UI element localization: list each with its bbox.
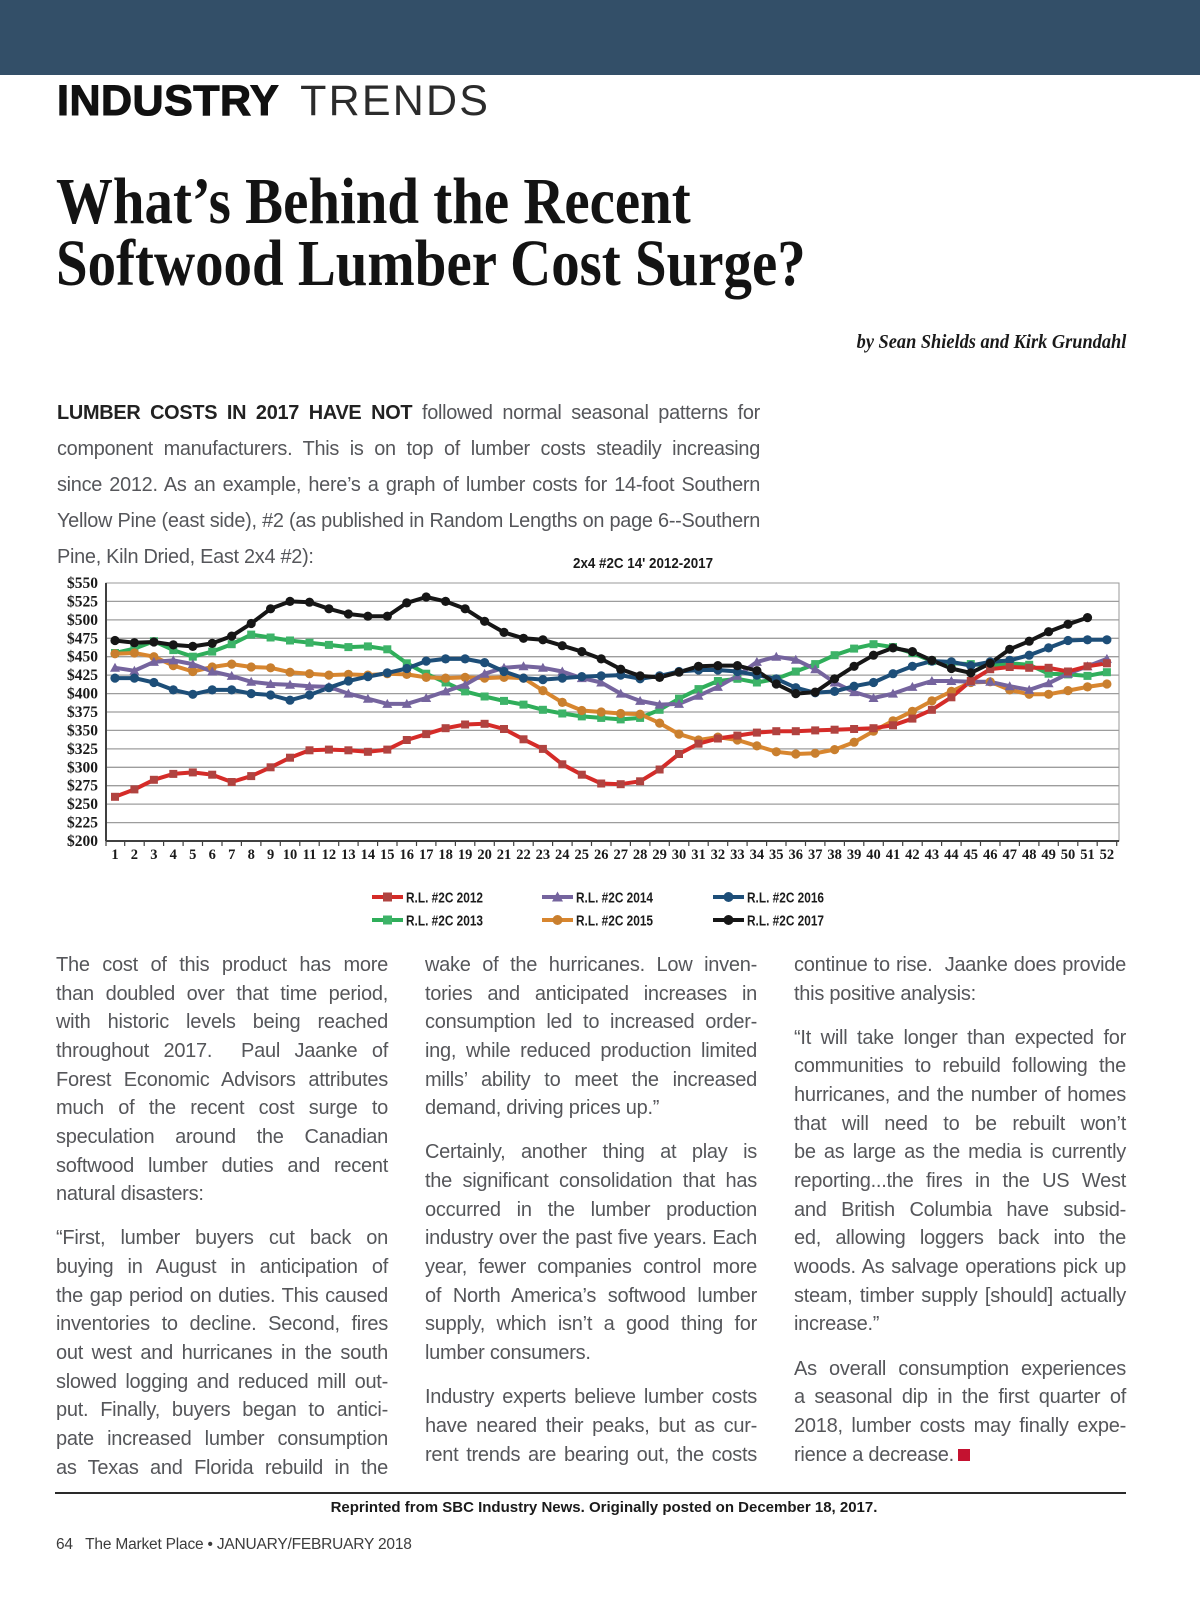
svg-text:$300: $300 [67,759,98,776]
svg-text:2x4 #2C 14' 2012-2017: 2x4 #2C 14' 2012-2017 [573,555,713,572]
svg-text:42: 42 [905,847,920,863]
svg-text:$250: $250 [67,796,98,813]
svg-text:9: 9 [267,847,274,863]
svg-text:$450: $450 [67,649,98,666]
svg-text:20: 20 [477,847,492,863]
svg-text:12: 12 [322,847,337,863]
svg-text:22: 22 [516,847,531,863]
svg-text:14: 14 [361,847,376,863]
svg-text:29: 29 [652,847,667,863]
svg-text:26: 26 [594,847,609,863]
svg-text:3: 3 [150,847,157,863]
svg-text:R.L. #2C 2017: R.L. #2C 2017 [747,914,824,930]
svg-text:11: 11 [303,847,317,863]
svg-text:39: 39 [847,847,862,863]
svg-text:41: 41 [886,847,901,863]
svg-text:7: 7 [228,847,235,863]
svg-text:2: 2 [131,847,138,863]
svg-text:R.L. #2C 2013: R.L. #2C 2013 [406,914,483,930]
svg-text:40: 40 [866,847,881,863]
svg-text:38: 38 [827,847,842,863]
svg-text:$500: $500 [67,612,98,629]
svg-text:33: 33 [730,847,745,863]
svg-text:49: 49 [1041,847,1056,863]
svg-text:31: 31 [691,847,706,863]
svg-text:32: 32 [711,847,726,863]
svg-text:4: 4 [170,847,177,863]
svg-text:13: 13 [341,847,356,863]
svg-text:23: 23 [536,847,551,863]
svg-text:50: 50 [1061,847,1076,863]
svg-text:25: 25 [575,847,590,863]
svg-text:R.L. #2C 2014: R.L. #2C 2014 [576,891,653,907]
svg-text:19: 19 [458,847,473,863]
svg-text:34: 34 [750,847,765,863]
svg-text:52: 52 [1100,847,1115,863]
svg-text:$475: $475 [67,630,98,647]
svg-text:24: 24 [555,847,570,863]
svg-text:$325: $325 [67,741,98,758]
svg-text:18: 18 [438,847,453,863]
svg-text:$200: $200 [67,833,98,850]
svg-text:48: 48 [1022,847,1037,863]
svg-text:30: 30 [672,847,687,863]
svg-text:$275: $275 [67,778,98,795]
svg-text:$425: $425 [67,667,98,684]
svg-text:27: 27 [613,847,628,863]
svg-text:45: 45 [964,847,979,863]
svg-text:37: 37 [808,847,823,863]
svg-text:8: 8 [248,847,255,863]
svg-text:$375: $375 [67,704,98,721]
svg-text:47: 47 [1002,847,1017,863]
svg-text:36: 36 [789,847,804,863]
svg-text:51: 51 [1080,847,1095,863]
svg-text:43: 43 [925,847,940,863]
svg-text:46: 46 [983,847,998,863]
svg-text:16: 16 [400,847,415,863]
svg-text:17: 17 [419,847,434,863]
svg-text:5: 5 [189,847,196,863]
svg-text:21: 21 [497,847,512,863]
svg-text:1: 1 [111,847,118,863]
svg-text:28: 28 [633,847,648,863]
svg-text:$550: $550 [67,575,98,592]
svg-text:$525: $525 [67,593,98,610]
svg-text:$400: $400 [67,686,98,703]
svg-text:15: 15 [380,847,395,863]
svg-text:35: 35 [769,847,784,863]
svg-text:R.L. #2C 2016: R.L. #2C 2016 [747,891,824,907]
svg-text:10: 10 [283,847,298,863]
svg-text:6: 6 [209,847,216,863]
svg-text:$350: $350 [67,722,98,739]
svg-text:44: 44 [944,847,959,863]
svg-text:$225: $225 [67,815,98,832]
svg-text:R.L. #2C 2015: R.L. #2C 2015 [576,914,653,930]
svg-text:R.L. #2C 2012: R.L. #2C 2012 [406,891,483,907]
